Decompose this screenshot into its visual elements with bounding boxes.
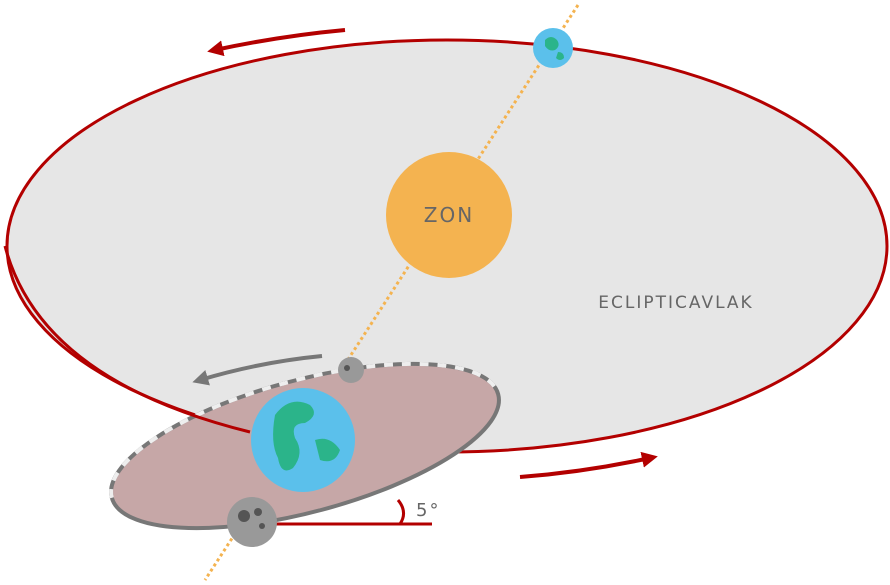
sun-label: ZON [424, 203, 474, 227]
angle-label: 5° [416, 500, 440, 521]
moon [227, 497, 277, 547]
crater [344, 365, 350, 371]
crater [238, 510, 250, 522]
angle-arc [398, 500, 404, 524]
plane-label: ECLIPTICAVLAK [598, 293, 753, 313]
crater [259, 523, 265, 529]
orbit-arrow [520, 458, 650, 477]
diagram: ZON ECLIPTICAVLAK 5° [0, 0, 890, 585]
moon-small [338, 357, 364, 383]
crater [254, 508, 262, 516]
